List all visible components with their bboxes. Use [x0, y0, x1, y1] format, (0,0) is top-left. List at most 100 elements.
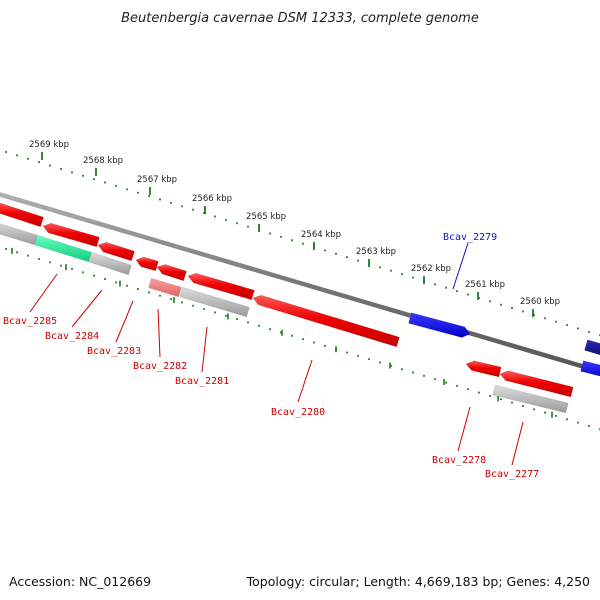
scale-dot	[236, 222, 238, 225]
gene-feature[interactable]	[492, 384, 569, 414]
gene-feature[interactable]	[499, 370, 574, 398]
scale-dot	[456, 384, 458, 387]
scale-dot	[148, 291, 150, 294]
gene-feature[interactable]	[0, 202, 44, 228]
scale-dot	[71, 171, 73, 174]
scale-dot	[247, 225, 249, 228]
scale-dot	[467, 388, 469, 391]
scale-dot	[511, 307, 513, 310]
scale-dot	[522, 310, 524, 313]
gene-label[interactable]: Bcav_2282	[133, 361, 187, 372]
label-leader-line	[511, 421, 524, 466]
scale-dot	[434, 378, 436, 381]
scale-dot	[38, 161, 40, 164]
scale-dot	[390, 364, 392, 367]
scale-dot	[126, 188, 128, 191]
scale-dot	[291, 334, 293, 337]
scale-dot	[225, 314, 227, 317]
label-leader-line	[71, 289, 103, 328]
scale-dot	[181, 301, 183, 304]
gene-label[interactable]: Bcav_2284	[45, 331, 99, 342]
scale-dot	[555, 320, 557, 323]
scale-dot	[27, 157, 29, 160]
gene-feature[interactable]	[88, 251, 132, 276]
scale-dot	[258, 324, 260, 327]
scale-dot	[137, 288, 139, 290]
gene-feature[interactable]	[0, 221, 38, 246]
scale-dot	[192, 208, 194, 211]
scale-dot	[357, 354, 359, 357]
scale-dot	[500, 303, 502, 306]
gene-feature[interactable]	[465, 360, 502, 378]
scale-dot	[126, 284, 128, 287]
scale-dot	[71, 268, 73, 270]
scale-dot	[379, 361, 381, 364]
gene-label[interactable]: Bcav_2280	[271, 407, 325, 418]
scale-dot	[324, 344, 326, 347]
scale-dot	[159, 198, 161, 201]
scale-dot	[500, 398, 502, 401]
scale-tick-label: 2562 kbp	[411, 264, 451, 274]
gene-feature[interactable]	[179, 286, 250, 318]
gene-feature[interactable]	[187, 272, 255, 301]
scale-dot	[379, 266, 381, 269]
scale-dot	[302, 242, 304, 245]
scale-dot	[16, 154, 18, 157]
scale-dot	[115, 185, 117, 187]
scale-dot	[324, 249, 326, 252]
scale-dot	[489, 300, 491, 303]
gene-feature[interactable]	[584, 339, 600, 358]
gene-label[interactable]: Bcav_2278	[432, 455, 486, 466]
scale-dot	[49, 261, 51, 264]
genome-backbone	[0, 192, 600, 374]
gene-feature[interactable]	[148, 277, 182, 298]
scale-dot	[82, 271, 84, 274]
scale-dot	[5, 248, 7, 250]
gene-feature[interactable]	[156, 264, 187, 282]
scale-dot	[434, 283, 436, 286]
gene-label[interactable]: Bcav_2277	[485, 469, 539, 480]
scale-dot	[478, 297, 480, 299]
label-leader-line	[452, 242, 469, 290]
scale-dot	[588, 330, 590, 333]
gene-feature[interactable]	[135, 256, 159, 272]
gene-label[interactable]: Bcav_2279	[443, 232, 497, 243]
gene-label[interactable]: Bcav_2281	[175, 376, 229, 387]
gene-label[interactable]: Bcav_2285	[3, 316, 57, 327]
scale-dot	[368, 358, 370, 361]
inner-scale-ring	[5, 247, 600, 431]
scale-dot	[159, 294, 161, 297]
gene-feature[interactable]	[252, 294, 400, 348]
scale-dot	[577, 327, 579, 330]
scale-dot	[533, 313, 535, 316]
gene-feature[interactable]	[42, 222, 100, 248]
gene-feature[interactable]	[97, 241, 135, 262]
gene-feature[interactable]	[580, 360, 600, 379]
scale-dot	[412, 276, 414, 279]
scale-dot	[170, 202, 172, 204]
accession-text: Accession: NC_012669	[9, 574, 151, 589]
scale-dot	[412, 371, 414, 374]
gene-feature[interactable]	[408, 312, 471, 338]
scale-dot	[269, 232, 271, 235]
scale-dot	[280, 331, 282, 334]
scale-dot	[269, 328, 271, 331]
label-leader-line	[157, 308, 161, 358]
scale-dot	[390, 269, 392, 272]
scale-dot	[5, 151, 7, 153]
scale-dot	[302, 338, 304, 341]
scale-dot	[49, 164, 51, 167]
scale-tick-label: 2561 kbp	[465, 280, 505, 290]
scale-dot	[104, 278, 106, 280]
scale-tick-label: 2569 kbp	[29, 140, 69, 150]
scale-dot	[214, 215, 216, 218]
gene-features	[0, 202, 600, 414]
scale-dot	[181, 205, 183, 208]
gene-label[interactable]: Bcav_2283	[87, 346, 141, 357]
scale-dot	[335, 252, 337, 255]
scale-dot	[291, 239, 293, 242]
scale-tick-label: 2563 kbp	[356, 247, 396, 257]
scale-dot	[247, 321, 249, 324]
